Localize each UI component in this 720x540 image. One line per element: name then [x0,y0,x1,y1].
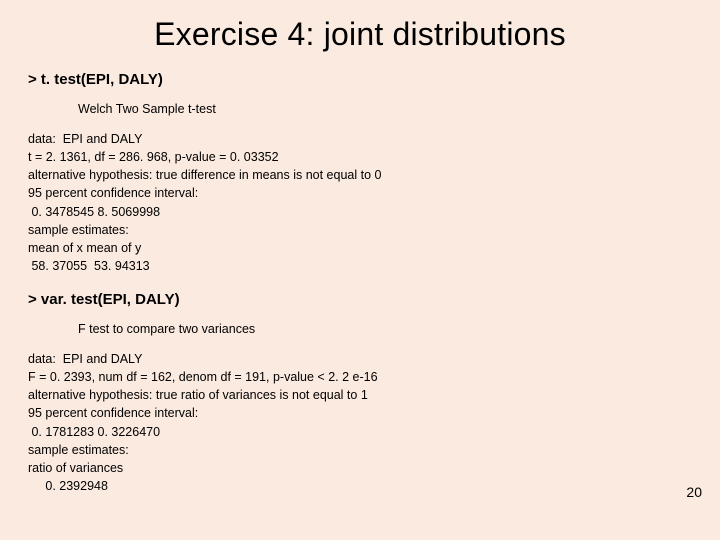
ttest-line: t = 2. 1361, df = 286. 968, p-value = 0.… [28,148,692,166]
vartest-line: 0. 1781283 0. 3226470 [28,423,692,441]
ttest-line: 58. 37055 53. 94313 [28,257,692,275]
vartest-output: data: EPI and DALY F = 0. 2393, num df =… [28,350,692,495]
ttest-line: 0. 3478545 8. 5069998 [28,203,692,221]
ttest-output: data: EPI and DALY t = 2. 1361, df = 286… [28,130,692,275]
vartest-line: sample estimates: [28,441,692,459]
ttest-line: data: EPI and DALY [28,130,692,148]
vartest-subhead: F test to compare two variances [78,322,692,336]
slide-title: Exercise 4: joint distributions [28,16,692,53]
vartest-line: ratio of variances [28,459,692,477]
vartest-line: F = 0. 2393, num df = 162, denom df = 19… [28,368,692,386]
ttest-command: > t. test(EPI, DALY) [28,71,692,88]
ttest-line: mean of x mean of y [28,239,692,257]
ttest-line: 95 percent confidence interval: [28,184,692,202]
vartest-line: 95 percent confidence interval: [28,404,692,422]
ttest-line: alternative hypothesis: true difference … [28,166,692,184]
ttest-subhead: Welch Two Sample t-test [78,102,692,116]
vartest-command: > var. test(EPI, DALY) [28,291,692,308]
vartest-line: 0. 2392948 [28,477,692,495]
vartest-line: alternative hypothesis: true ratio of va… [28,386,692,404]
ttest-line: sample estimates: [28,221,692,239]
page-number: 20 [686,484,702,500]
vartest-line: data: EPI and DALY [28,350,692,368]
